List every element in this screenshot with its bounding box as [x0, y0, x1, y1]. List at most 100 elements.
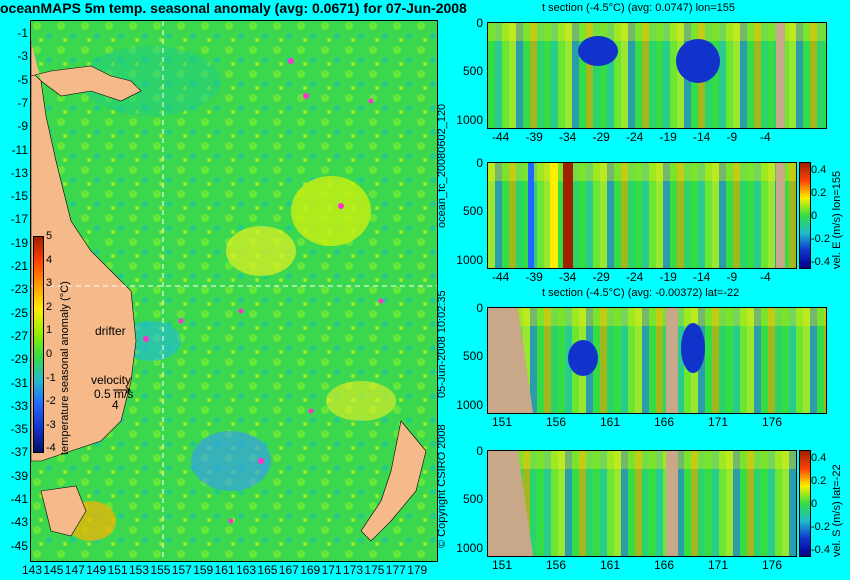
- lat-tick-label: -19: [10, 235, 28, 250]
- section-colorbar-tick-label: -0.2: [811, 521, 830, 533]
- lat-tick-label: -37: [10, 445, 28, 460]
- section-x-tick-label: 161: [600, 558, 621, 572]
- section-y-tick-label: 0: [476, 301, 483, 315]
- lon-tick-label: 169: [300, 563, 321, 577]
- section-x-tick-label: -24: [626, 270, 644, 284]
- section-y-tick-label: 1000: [456, 540, 483, 555]
- velocity-label: velocity: [91, 373, 132, 387]
- section-colorbar-tick-label: 0: [811, 210, 818, 222]
- lat-tick-label: -13: [10, 165, 28, 180]
- section-y-tick-label: 0: [476, 444, 483, 458]
- section-x-tick-label: -14: [693, 270, 711, 284]
- section-colorbar-tick-label: -0.2: [811, 233, 830, 245]
- section-title: t section (-4.5°C) (avg: -0.00372) lat=-…: [542, 287, 740, 299]
- lon-tick-label: 175: [364, 563, 385, 577]
- section-x-tick-label: 176: [762, 415, 783, 429]
- section-x-tick-label: -4: [760, 270, 771, 284]
- section-x-tick-label: 156: [546, 558, 567, 572]
- lat-tick-label: -9: [17, 119, 28, 134]
- section-colorbar-tick-label: 0.2: [811, 475, 827, 487]
- section-x-tick-label: -44: [492, 130, 510, 144]
- lat-tick-label: -5: [17, 72, 28, 87]
- lat-tick-label: -33: [10, 398, 28, 413]
- lon-tick-label: 173: [343, 563, 364, 577]
- lon-tick-label: 145: [43, 563, 64, 577]
- section-y-tick-label: 1000: [456, 397, 483, 412]
- section-x-tick-label: -29: [592, 130, 610, 144]
- section-colorbar-tick-label: -0.4: [811, 256, 830, 268]
- section-panel[interactable]: [487, 162, 797, 269]
- velocity-days-label: 4: [112, 398, 119, 412]
- lon-tick-label: 167: [278, 563, 299, 577]
- lat-tick-label: -31: [10, 375, 28, 390]
- colorbar-tick-label: 4: [46, 253, 53, 266]
- section-x-tick-label: -19: [659, 130, 677, 144]
- section-x-tick-label: 151: [492, 415, 513, 429]
- map-canvas: [31, 21, 437, 561]
- forecast-id-label: ocean_fc_20080602_120: [436, 103, 448, 228]
- colorbar-tick-label: 2: [46, 300, 53, 313]
- copyright-label: © Copyright CSIRO 2008: [436, 424, 448, 548]
- section-colorbar-tick-label: 0: [811, 498, 818, 510]
- section-x-tick-label: 171: [708, 558, 729, 572]
- section-colorbar-tick-label: 0.2: [811, 187, 827, 199]
- section-x-tick-label: -4: [760, 130, 771, 144]
- section-x-tick-label: 151: [492, 558, 513, 572]
- section-colorbar-tick-label: -0.4: [811, 544, 830, 556]
- lat-tick-label: -39: [10, 468, 28, 483]
- map-colorbar-label: temperature seasonal anomaly (°C): [59, 281, 71, 455]
- section-title: t section (-4.5°C) (avg: 0.0747) lon=155: [542, 2, 736, 14]
- section-x-tick-label: 156: [546, 415, 567, 429]
- colorbar-tick-label: 0: [46, 348, 53, 360]
- lat-tick-label: -3: [17, 49, 28, 64]
- map-title: oceanMAPS 5m temp. seasonal anomaly (avg…: [0, 0, 467, 16]
- section-colorbar-label: vel. S (m/s) lat=-22: [831, 464, 843, 557]
- lat-tick-label: -35: [10, 422, 28, 437]
- lon-tick-label: 143: [22, 563, 43, 577]
- section-y-tick-label: 500: [462, 64, 483, 79]
- map-panel[interactable]: [30, 20, 438, 562]
- section-x-tick-label: -29: [592, 270, 610, 284]
- lon-tick-label: 163: [236, 563, 257, 577]
- section-colorbar: [799, 162, 811, 269]
- velocity-arrow-icon: [113, 386, 131, 394]
- forecast-date-label: 05-Jun-2008 10:02:35: [436, 290, 448, 398]
- section-x-tick-label: -19: [659, 270, 677, 284]
- section-x-tick-label: 166: [654, 415, 675, 429]
- section-y-tick-label: 500: [462, 204, 483, 219]
- lon-tick-label: 177: [385, 563, 406, 577]
- section-x-tick-label: 171: [708, 415, 729, 429]
- lat-tick-label: -41: [10, 492, 28, 506]
- section-x-tick-label: 161: [600, 415, 621, 429]
- section-panel[interactable]: [487, 307, 827, 414]
- lon-tick-label: 153: [129, 563, 150, 577]
- colorbar-tick-label: -1: [46, 371, 56, 384]
- lon-tick-label: 151: [107, 563, 128, 577]
- section-x-tick-label: -24: [626, 130, 644, 144]
- lat-tick-label: -43: [10, 515, 28, 530]
- section-x-tick-label: -44: [492, 270, 510, 284]
- section-x-tick-label: -34: [559, 130, 577, 144]
- section-x-tick-label: -39: [525, 270, 543, 284]
- lat-tick-label: -25: [10, 305, 28, 320]
- section-x-tick-label: -39: [525, 130, 543, 144]
- drifter-label: drifter: [95, 324, 126, 338]
- lat-tick-label: -11: [11, 142, 28, 157]
- section-x-tick-label: 176: [762, 558, 783, 572]
- section-panel[interactable]: [487, 22, 827, 129]
- section-x-tick-label: -14: [693, 130, 711, 144]
- section-x-tick-label: -34: [559, 270, 577, 284]
- section-y-tick-label: 1000: [456, 112, 483, 127]
- section-y-tick-label: 500: [462, 492, 483, 507]
- section-x-tick-label: -9: [726, 270, 738, 284]
- colorbar-tick-label: -3: [46, 418, 56, 431]
- lat-tick-label: -7: [17, 95, 28, 110]
- colorbar-tick-label: -2: [46, 395, 56, 408]
- lon-tick-label: 149: [86, 563, 107, 577]
- colorbar-tick-label: -4: [46, 442, 56, 455]
- lon-tick-label: 171: [321, 563, 342, 577]
- section-panel[interactable]: [487, 450, 797, 557]
- section-y-tick-label: 0: [476, 16, 483, 30]
- lon-tick-label: 155: [150, 563, 171, 577]
- section-colorbar-label: vel. E (m/s) lon=155: [831, 170, 843, 269]
